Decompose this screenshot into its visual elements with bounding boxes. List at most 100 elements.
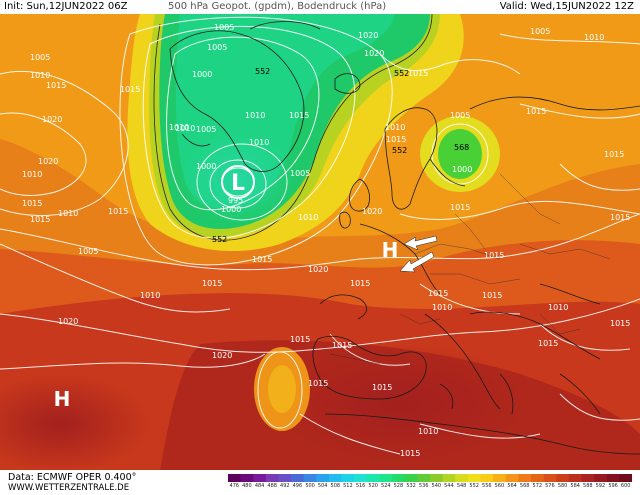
- legend-tick-label: 584: [570, 483, 580, 489]
- coastlines: [169, 21, 640, 455]
- pressure-label: 1010: [169, 123, 189, 132]
- legend-tick-label: 536: [418, 483, 429, 489]
- pressure-label: 1015: [30, 215, 50, 224]
- legend-color-swatch: [531, 474, 544, 482]
- pressure-label: 1010: [245, 111, 265, 120]
- legend-tick-label: 496: [292, 483, 303, 489]
- pressure-label: 1005: [530, 27, 550, 36]
- legend-tick-label: 556: [482, 483, 492, 489]
- legend-color-swatch: [568, 474, 582, 482]
- legend-color-swatch: [354, 474, 368, 482]
- gp-label: 552: [212, 235, 227, 244]
- pressure-label: 1000: [192, 70, 212, 79]
- weather-map: 552 552 552 568 552 1005 1010 1020 1005 …: [0, 14, 640, 470]
- pressure-label: 1020: [364, 49, 384, 58]
- legend-color-swatch: [366, 474, 380, 482]
- pressure-label: 1015: [484, 251, 504, 260]
- legend-color-swatch: [467, 474, 481, 482]
- pressure-label: 1010: [249, 138, 269, 147]
- legend-color-swatch: [556, 474, 570, 482]
- legend-tick-label: 540: [431, 483, 442, 489]
- legend-tick-label: 512: [343, 483, 353, 489]
- pressure-label: 1020: [42, 115, 62, 124]
- pressure-label: 1005: [78, 247, 98, 256]
- pressure-label: 1010: [432, 303, 452, 312]
- pressure-label: 1015: [428, 289, 448, 298]
- gp-label: 552: [394, 69, 409, 78]
- arrow-icon: [403, 235, 438, 251]
- pressure-label: 1015: [289, 111, 309, 120]
- gp-label: 552: [392, 146, 407, 155]
- contour-552: [153, 14, 433, 241]
- color-legend-ticks: 476 480 484 488 492 496 500 504 508 512 516 520 524 5…: [228, 483, 632, 493]
- pressure-label: 1010: [548, 303, 568, 312]
- pressure-label: 1010: [58, 209, 78, 218]
- legend-tick-label: 552: [469, 483, 479, 489]
- pressure-label: 1015: [46, 81, 66, 90]
- high-center-atlantic: H: [54, 387, 71, 411]
- low-center-ring: [221, 165, 255, 199]
- legend-tick-label: 572: [532, 483, 543, 489]
- legend-tick-label: 588: [583, 483, 593, 489]
- legend-tick-label: 516: [355, 483, 366, 489]
- pressure-label: 1015: [610, 319, 630, 328]
- pressure-label: 1015: [400, 449, 420, 458]
- legend-color-swatch: [316, 474, 330, 482]
- init-time-label: Init: Sun,12JUN2022 06Z: [4, 1, 128, 12]
- pressure-label: 1015: [290, 335, 310, 344]
- pressure-label: 1015: [408, 69, 428, 78]
- pressure-label: 1015: [202, 279, 222, 288]
- geopotential-labels: 552 552 552 568 552: [212, 67, 469, 244]
- low-core-glow: [183, 134, 293, 224]
- pressure-label: 1020: [358, 31, 378, 40]
- pressure-label: 1010: [175, 124, 195, 133]
- legend-tick-label: 544: [444, 483, 454, 489]
- legend-color-swatch: [228, 474, 241, 482]
- legend-tick-label: 508: [330, 483, 341, 489]
- legend-color-swatch: [329, 474, 342, 482]
- hot-core-iberia: [270, 344, 530, 464]
- pressure-label: 1020: [58, 317, 78, 326]
- legend-color-swatch: [594, 474, 608, 482]
- legend-tick-label: 492: [280, 483, 290, 489]
- legend-tick-label: 520: [368, 483, 378, 489]
- legend-tick-label: 476: [229, 483, 240, 489]
- legend-tick-label: 560: [494, 483, 505, 489]
- legend-color-swatch: [291, 474, 305, 482]
- legend-tick-label: 484: [254, 483, 265, 489]
- legend-color-swatch: [303, 474, 317, 482]
- pressure-label: 1015: [252, 255, 272, 264]
- legend-color-swatch: [265, 474, 279, 482]
- color-legend-bar: [228, 474, 632, 482]
- pressure-label: 1005: [214, 23, 234, 32]
- pressure-label: 1020: [212, 351, 232, 360]
- legend-tick-label: 576: [545, 483, 555, 489]
- map-footer: Data: ECMWF OPER 0.400° WWW.WETTERZENTRA…: [0, 470, 640, 495]
- gp-label: 568: [454, 143, 469, 152]
- pressure-label: 1015: [604, 150, 624, 159]
- legend-color-swatch: [518, 474, 532, 482]
- pressure-label: 1015: [120, 85, 140, 94]
- pressure-label: 1015: [482, 291, 502, 300]
- legend-tick-label: 500: [305, 483, 315, 489]
- pressure-label: 1015: [108, 207, 128, 216]
- legend-color-swatch: [455, 474, 469, 482]
- high-center-europe: H: [382, 238, 399, 262]
- low-center: L: [231, 171, 245, 196]
- source-url-label: WWW.WETTERZENTRALE.DE: [8, 483, 130, 493]
- pressure-label: 1020: [308, 265, 328, 274]
- pressure-labels: 1005 1010 1020 1005 1000 1010 1005 1010 …: [22, 23, 630, 458]
- pressure-centers: L H H: [54, 165, 399, 411]
- legend-color-swatch: [543, 474, 557, 482]
- pressure-label: 1010: [418, 427, 438, 436]
- legend-color-swatch: [379, 474, 393, 482]
- annotation-arrows: [399, 235, 438, 273]
- legend-tick-label: 480: [242, 483, 252, 489]
- pressure-label: 1005: [450, 111, 470, 120]
- legend-color-swatch: [619, 474, 632, 482]
- legend-color-swatch: [493, 474, 507, 482]
- pressure-label: 995: [228, 196, 243, 205]
- pressure-label: 1005: [290, 169, 310, 178]
- pressure-label: 1010: [385, 123, 405, 132]
